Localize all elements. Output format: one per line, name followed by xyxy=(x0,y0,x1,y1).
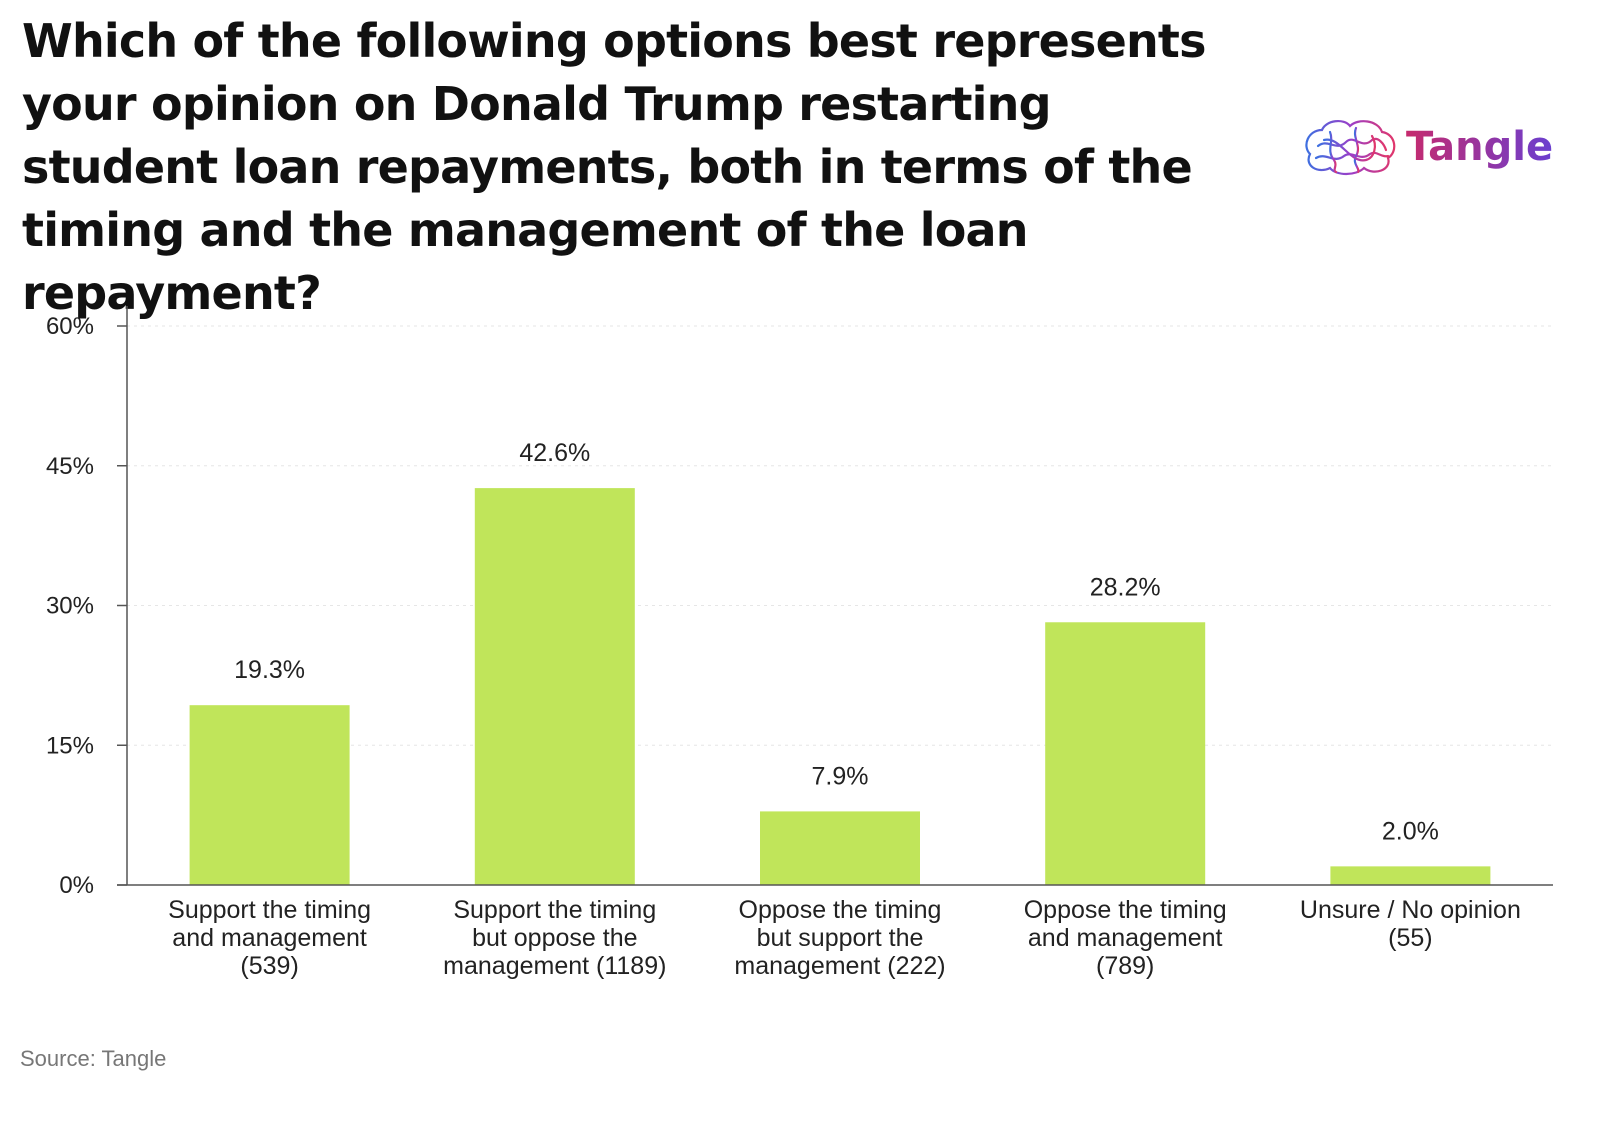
data-labels: 19.3% 42.6% 7.9% 28.2% 2.0% xyxy=(234,439,1439,845)
data-label: 7.9% xyxy=(812,762,869,790)
category-label-line: and management xyxy=(172,924,367,952)
bar xyxy=(474,488,635,885)
category-label-line: but support the xyxy=(757,924,924,952)
category-label-line: Support the timing xyxy=(453,896,656,924)
category-label: Oppose the timing but support the manageme… xyxy=(734,896,945,980)
y-tick-labels: 0% 15% 30% 45% 60% xyxy=(46,313,94,899)
tangle-logo: Tangle xyxy=(1300,112,1560,182)
y-tick-label: 0% xyxy=(59,872,94,899)
category-label-line: Oppose the timing xyxy=(739,896,942,924)
brain-icon xyxy=(1305,120,1396,176)
data-label: 28.2% xyxy=(1090,573,1161,601)
source-note: Source: Tangle xyxy=(20,1046,167,1071)
chart-title: Which of the following options best repr… xyxy=(22,14,1207,320)
category-label: Support the timing but oppose the manageme… xyxy=(443,896,666,980)
bars xyxy=(189,488,1491,885)
data-label: 42.6% xyxy=(519,439,590,467)
category-label: Support the timing and management (539) xyxy=(168,896,371,980)
bar xyxy=(1045,622,1206,885)
axes xyxy=(117,306,1553,886)
bar xyxy=(189,705,350,885)
category-label-line: Support the timing xyxy=(168,896,371,924)
category-label-line: management (1189) xyxy=(443,952,666,980)
category-label: Unsure / No opinion (55) xyxy=(1300,896,1521,952)
y-tick-label: 30% xyxy=(46,593,94,620)
category-label-line: but oppose the xyxy=(472,924,637,952)
data-label: 2.0% xyxy=(1382,817,1439,845)
bar-chart: 0% 15% 30% 45% 60% 19.3% 42.6% 7.9% 28.2% 2.0% S… xyxy=(46,306,1553,980)
category-label-line: Unsure / No opinion xyxy=(1300,896,1521,924)
logo-text: Tangle xyxy=(1406,124,1554,170)
category-labels: Support the timing and management (539)Sup… xyxy=(168,896,1521,980)
category-label-line: Oppose the timing xyxy=(1024,896,1227,924)
y-tick-label: 60% xyxy=(46,313,94,340)
category-label-line: (789) xyxy=(1096,952,1154,980)
category-label-line: (539) xyxy=(240,952,298,980)
data-label: 19.3% xyxy=(234,656,305,684)
category-label: Oppose the timing and management (789) xyxy=(1024,896,1227,980)
category-label-line: management (222) xyxy=(734,952,945,980)
category-label-line: and management xyxy=(1028,924,1223,952)
bar xyxy=(1330,866,1491,885)
y-tick-label: 45% xyxy=(46,453,94,480)
bar xyxy=(760,811,920,885)
y-tick-label: 15% xyxy=(46,732,94,759)
category-label-line: (55) xyxy=(1388,924,1432,952)
